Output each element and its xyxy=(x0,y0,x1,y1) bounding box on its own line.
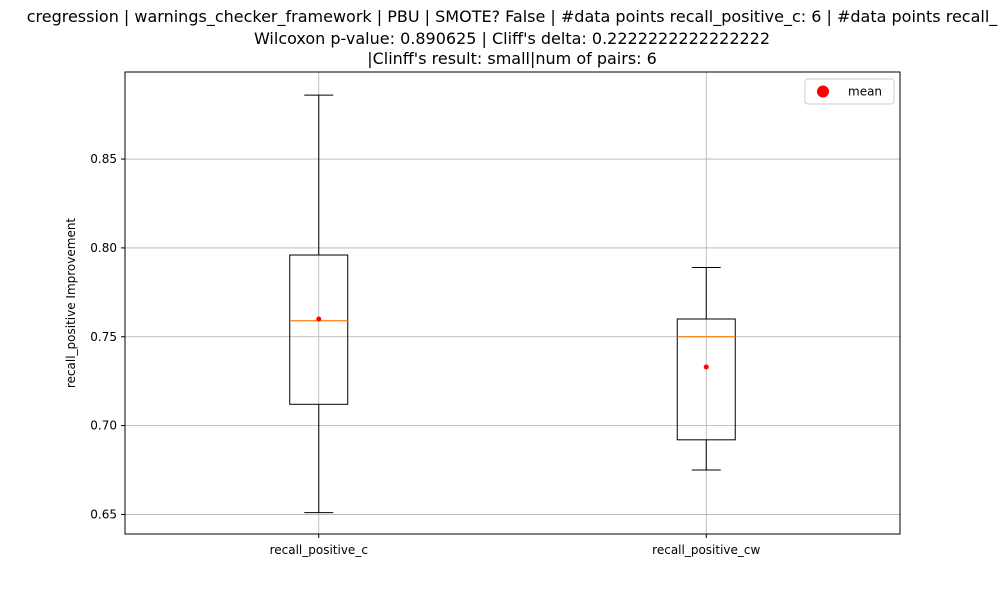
title-line-1: cregression | warnings_checker_framework… xyxy=(27,7,999,27)
mean-marker xyxy=(703,364,709,370)
boxes xyxy=(289,94,736,514)
box-recall_positive_c xyxy=(289,94,349,514)
box-recall_positive_cw xyxy=(676,266,736,471)
iqr-box xyxy=(676,318,736,441)
y-tick-label: 0.85 xyxy=(90,152,117,166)
legend: mean xyxy=(804,78,895,105)
chart-title: cregression | warnings_checker_framework… xyxy=(27,7,999,68)
y-tick-label: 0.70 xyxy=(90,419,117,433)
title-line-2: Wilcoxon p-value: 0.890625 | Cliff's del… xyxy=(254,29,770,48)
plot-area-frame xyxy=(124,71,901,535)
legend-mean-label: mean xyxy=(848,85,882,99)
legend-box xyxy=(804,78,895,105)
y-axis-ticks: 0.65 0.70 0.75 0.80 0.85 xyxy=(90,152,125,521)
mean-marker xyxy=(316,316,322,322)
legend-mean-marker xyxy=(817,85,829,98)
x-tick-label: recall_positive_c xyxy=(270,543,368,557)
x-tick-label: recall_positive_cw xyxy=(652,543,760,557)
grid-lines xyxy=(125,72,900,534)
y-tick-label: 0.80 xyxy=(90,241,117,255)
y-axis-label: recall_positive Improvement xyxy=(64,218,78,389)
title-line-3: |Clinff's result: small|num of pairs: 6 xyxy=(367,49,657,68)
x-axis-ticks: recall_positive_c recall_positive_cw xyxy=(270,534,761,557)
y-tick-label: 0.75 xyxy=(90,330,117,344)
iqr-box xyxy=(289,254,349,405)
y-tick-label: 0.65 xyxy=(90,507,117,521)
